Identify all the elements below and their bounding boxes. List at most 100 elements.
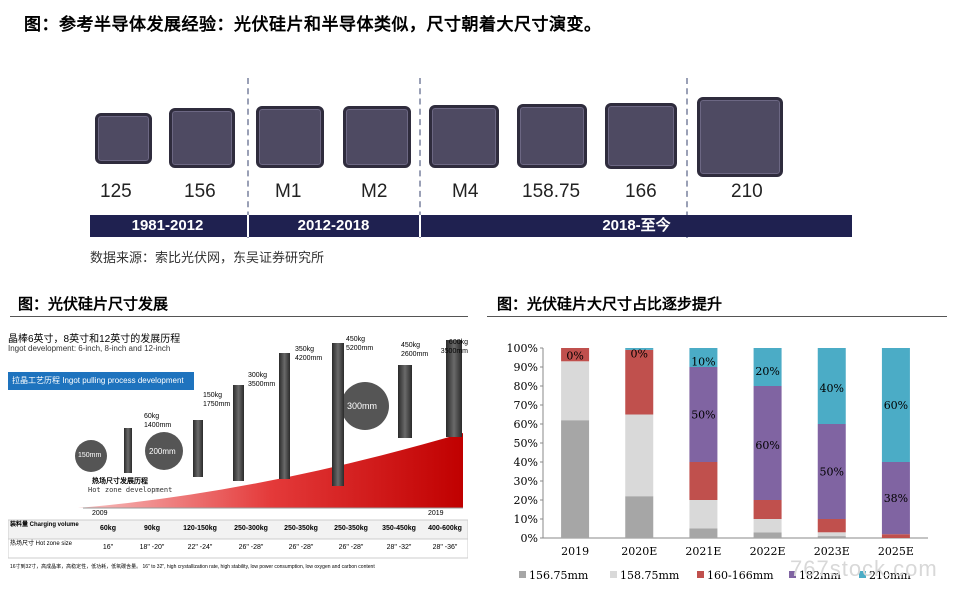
y-tick-label: 80% — [514, 380, 538, 393]
era-label: 1981-2012 — [131, 217, 204, 234]
data-label: 50% — [820, 466, 844, 479]
left-figure-title: 图：光伏硅片尺寸发展 — [18, 295, 169, 313]
circle-label: 200mm — [149, 447, 176, 456]
hot-zone-label-en: Hot zone development — [88, 486, 173, 494]
bar-segment — [625, 348, 654, 350]
bar-segment — [753, 519, 782, 533]
rod-spec: 350kg 4200mm — [295, 346, 323, 362]
circle-200mm — [145, 432, 183, 470]
rod-spec: 450kg 5200mm — [346, 336, 374, 352]
wafer-label: M1 — [275, 181, 302, 202]
era-divider — [247, 78, 249, 238]
rod-spec: 60kg 1400mm — [144, 413, 172, 429]
y-tick-label: 90% — [514, 361, 538, 374]
right-figure-title: 图：光伏硅片大尺寸占比逐步提升 — [497, 295, 723, 313]
ingot-rod — [193, 420, 203, 477]
bar-segment — [561, 361, 590, 421]
charging-cell: 250-350kg — [284, 525, 318, 532]
wafer-158-75 — [517, 104, 587, 168]
legend-label: 182mm — [799, 569, 841, 582]
hotzone-row-label: 热场尺寸 Hot zone size — [10, 541, 73, 547]
rod-spec: 150kg 1750mm — [203, 392, 231, 408]
bar-segment — [753, 386, 782, 500]
wafer-m2 — [343, 106, 411, 168]
hotzone-cell: 26" -28" — [338, 544, 364, 551]
right-title-rule — [487, 316, 947, 317]
rod-spec: 450kg 2600mm — [401, 342, 429, 358]
wafer-156 — [169, 108, 235, 168]
data-label: 0% — [566, 350, 583, 363]
ingot-rod — [279, 353, 290, 479]
data-label: 40% — [820, 382, 844, 395]
wafer-label: 166 — [625, 181, 657, 202]
charging-cell: 350-450kg — [382, 525, 416, 532]
era-divider — [686, 78, 688, 238]
era-label: 2018-至今 — [419, 215, 852, 237]
legend-swatch — [610, 571, 617, 578]
hotzone-cell: 16" — [102, 544, 114, 551]
bar-segment — [689, 462, 718, 500]
y-tick-label: 100% — [507, 342, 538, 355]
y-tick-label: 40% — [514, 456, 538, 469]
charging-cell: 90kg — [144, 525, 160, 532]
ingot-rod — [233, 385, 244, 481]
legend-swatch — [789, 571, 796, 578]
y-tick-label: 10% — [514, 513, 538, 526]
left-title-rule — [10, 316, 468, 317]
process-banner-label: 拉晶工艺历程 Ingot pulling process development — [12, 376, 184, 385]
ingot-illustration — [8, 340, 468, 559]
x-tick-label: 2022E — [750, 545, 786, 558]
y-tick-label: 0% — [521, 532, 538, 545]
hotzone-cell: 28" -36" — [432, 544, 458, 551]
data-label: 20% — [755, 365, 779, 378]
bar-segment — [625, 496, 654, 538]
hotzone-cell: 22" -24" — [187, 544, 213, 551]
bar-segment — [689, 528, 718, 538]
legend-swatch — [697, 571, 704, 578]
hotzone-cell: 28" -32" — [386, 544, 412, 551]
bar-segment — [881, 348, 910, 462]
charging-row-label: 装料量 Charging volume — [10, 522, 79, 528]
circle-label: 300mm — [347, 401, 378, 411]
bar-segment — [817, 348, 846, 424]
watermark: 767stock.com — [790, 556, 938, 581]
ingot-rod — [398, 365, 412, 438]
wafer-label: 210 — [731, 181, 763, 202]
charging-cell: 250-350kg — [334, 525, 368, 532]
stacked-bar-chart: 0% 10% 20% 30% 40% 50% 60% 70% 80% 90% 100% 2019 202… — [507, 342, 928, 582]
bar-segment — [753, 500, 782, 519]
hotzone-row-bg — [8, 538, 468, 559]
data-label: 60% — [884, 399, 908, 412]
data-label: 10% — [691, 355, 715, 368]
bar-segment — [817, 519, 846, 533]
ingot-rod — [124, 428, 132, 473]
data-source: 数据来源：索比光伏网，东吴证券研究所 — [90, 251, 325, 266]
circle-150mm — [75, 440, 107, 472]
wafer-label: 156 — [184, 181, 216, 202]
circle-label: 150mm — [78, 452, 102, 459]
y-tick-label: 70% — [514, 399, 538, 412]
x-tick-label: 2021E — [685, 545, 721, 558]
rod-spec: 600kg 3500mm — [440, 339, 468, 355]
legend-label: 160-166mm — [707, 569, 774, 582]
charging-cell: 250-300kg — [234, 525, 268, 532]
wafer-m4 — [429, 105, 499, 168]
year-start: 2009 — [92, 510, 108, 517]
legend-label: 158.75mm — [620, 569, 680, 582]
bar-segment — [689, 500, 718, 529]
bar-segment — [561, 420, 590, 538]
data-label: 0% — [631, 348, 648, 361]
x-tick-label: 2020E — [621, 545, 657, 558]
bar-segment — [753, 348, 782, 386]
bar-segment — [689, 367, 718, 462]
wafer-label: M2 — [361, 181, 388, 202]
charging-cell: 400-600kg — [428, 525, 462, 532]
ingot-header-en: Ingot development: 6-inch, 8-inch and 12… — [8, 344, 171, 353]
ingot-header-cn: 晶棒6英寸，8英寸和12英寸的发展历程 — [8, 334, 181, 345]
bar-segment — [561, 348, 590, 362]
ingot-footnote: 16寸到32寸，高成晶率，高稳定性，低功耗，低氧碳含量。 16" to 32",… — [10, 564, 375, 570]
bar-segment — [753, 532, 782, 538]
x-tick-label: 2019 — [561, 545, 589, 558]
era-timeline: 1981-2012 2012-2018 2018-至今 — [90, 215, 852, 237]
ingot-rod — [332, 343, 344, 486]
